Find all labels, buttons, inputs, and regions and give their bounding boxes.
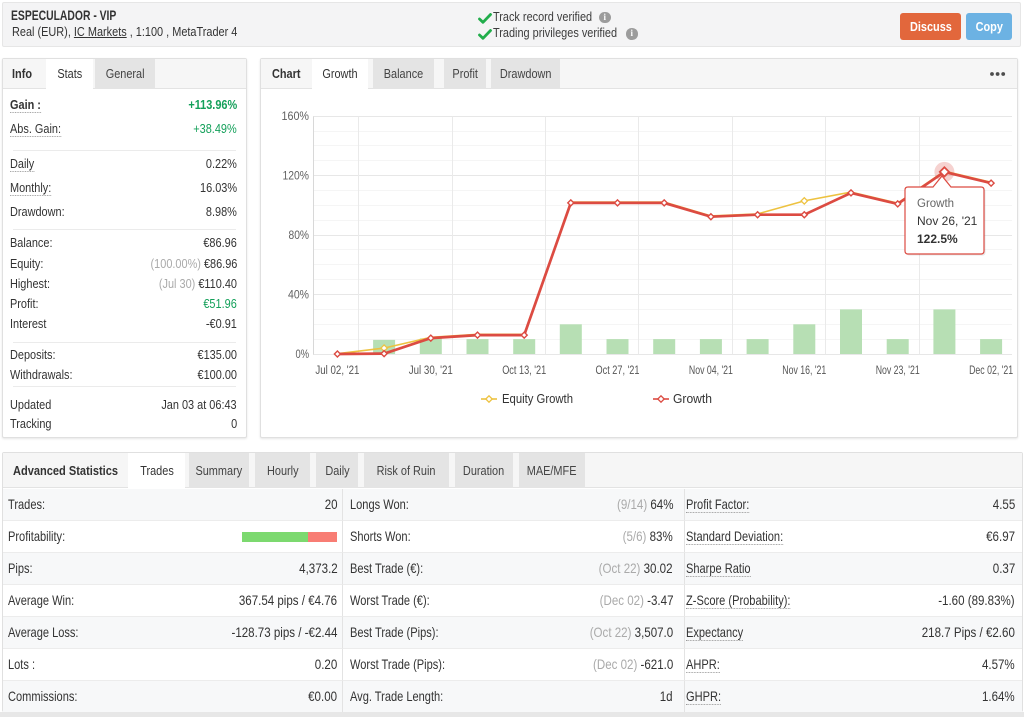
svg-text:120%: 120% [283, 171, 310, 183]
svg-text:Jul 02, '21: Jul 02, '21 [315, 365, 359, 377]
svg-text:Nov 16, '21: Nov 16, '21 [782, 365, 826, 377]
svg-text:Nov 23, '21: Nov 23, '21 [876, 365, 920, 377]
svg-text:Oct 27, '21: Oct 27, '21 [596, 365, 640, 377]
svg-text:Growth: Growth [673, 392, 712, 406]
svg-text:Dec 02, '21: Dec 02, '21 [969, 365, 1013, 377]
svg-text:Equity Growth: Equity Growth [502, 392, 573, 406]
svg-text:Growth: Growth [917, 198, 954, 210]
svg-text:Oct 13, '21: Oct 13, '21 [502, 365, 546, 377]
svg-text:Jul 30, '21: Jul 30, '21 [409, 365, 453, 377]
svg-text:40%: 40% [288, 290, 309, 302]
svg-text:122.5%: 122.5% [917, 232, 958, 246]
svg-text:160%: 160% [282, 111, 310, 123]
svg-text:80%: 80% [289, 230, 310, 242]
svg-text:0%: 0% [296, 349, 310, 361]
svg-text:Nov 04, '21: Nov 04, '21 [689, 365, 733, 377]
svg-text:Nov 26, '21: Nov 26, '21 [917, 214, 978, 228]
